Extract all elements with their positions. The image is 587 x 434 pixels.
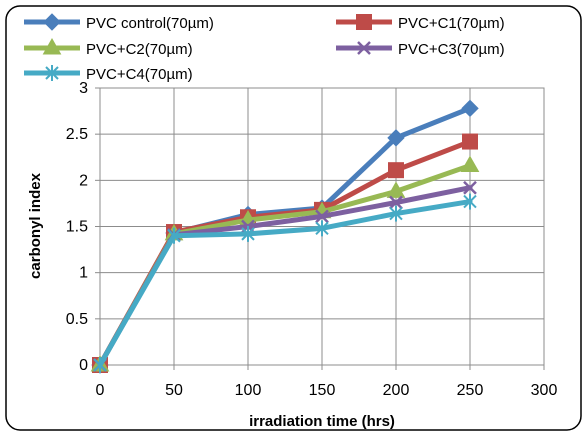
data-point (460, 155, 480, 173)
y-tick-label: 1.5 (66, 219, 88, 236)
legend-entry: PVC+C1(70µm) (336, 14, 505, 32)
y-tick-label: 3 (79, 80, 88, 97)
x-tick-label: 0 (96, 382, 105, 399)
x-tick-label: 250 (457, 382, 484, 399)
legend-marker (43, 13, 61, 31)
legend-label: PVC+C1(70µm) (398, 15, 505, 32)
data-point (387, 129, 405, 147)
data-point (463, 180, 477, 195)
legend-entry: PVC+C3(70µm) (336, 41, 505, 58)
data-point (315, 220, 329, 237)
legend-label: PVC+C3(70µm) (398, 41, 505, 58)
data-point (388, 162, 404, 179)
data-point (386, 181, 406, 198)
legend-entry: PVC control(70µm) (24, 13, 214, 32)
y-tick-labels: 0 0.5 1 1.5 2 2.5 3 (66, 80, 88, 374)
x-tick-label: 100 (235, 382, 262, 399)
data-point (463, 193, 477, 210)
x-axis-title: irradiation time (hrs) (249, 413, 395, 430)
x-tick-label: 200 (383, 382, 410, 399)
data-point (167, 227, 181, 244)
legend-entry: PVC+C4(70µm) (24, 65, 193, 83)
legend: PVC control(70µm) PVC+C1(70µm) PVC+C2(70µm… (24, 13, 505, 83)
legend-marker (356, 14, 372, 30)
legend-label: PVC control(70µm) (86, 15, 214, 32)
data-point (462, 133, 478, 150)
series-line (97, 199, 473, 368)
series-5 (93, 193, 477, 373)
x-tick-label: 150 (309, 382, 336, 399)
legend-marker (42, 37, 62, 55)
legend-label: PVC+C4(70µm) (86, 66, 193, 83)
y-tick-label: 0 (79, 357, 88, 374)
x-tick-label: 50 (165, 382, 183, 399)
data-point (389, 205, 403, 222)
legend-label: PVC+C2(70µm) (86, 41, 193, 58)
legend-entry: PVC+C2(70µm) (24, 37, 193, 58)
data-point (461, 99, 479, 118)
y-tick-label: 2.5 (66, 126, 88, 143)
data-point (93, 357, 107, 373)
x-tick-labels: 0 50 100 150 200 250 300 (96, 382, 558, 399)
data-point (389, 195, 403, 210)
series-lines (90, 99, 480, 374)
y-tick-label: 0.5 (66, 311, 88, 328)
y-tick-label: 2 (79, 172, 88, 189)
legend-marker (45, 65, 59, 81)
legend-marker (357, 41, 371, 55)
y-axis-title: carbonyl index (27, 172, 44, 279)
x-tick-label: 300 (531, 382, 558, 399)
data-point (241, 225, 255, 242)
data-point (315, 209, 329, 224)
y-tick-label: 1 (79, 265, 88, 282)
